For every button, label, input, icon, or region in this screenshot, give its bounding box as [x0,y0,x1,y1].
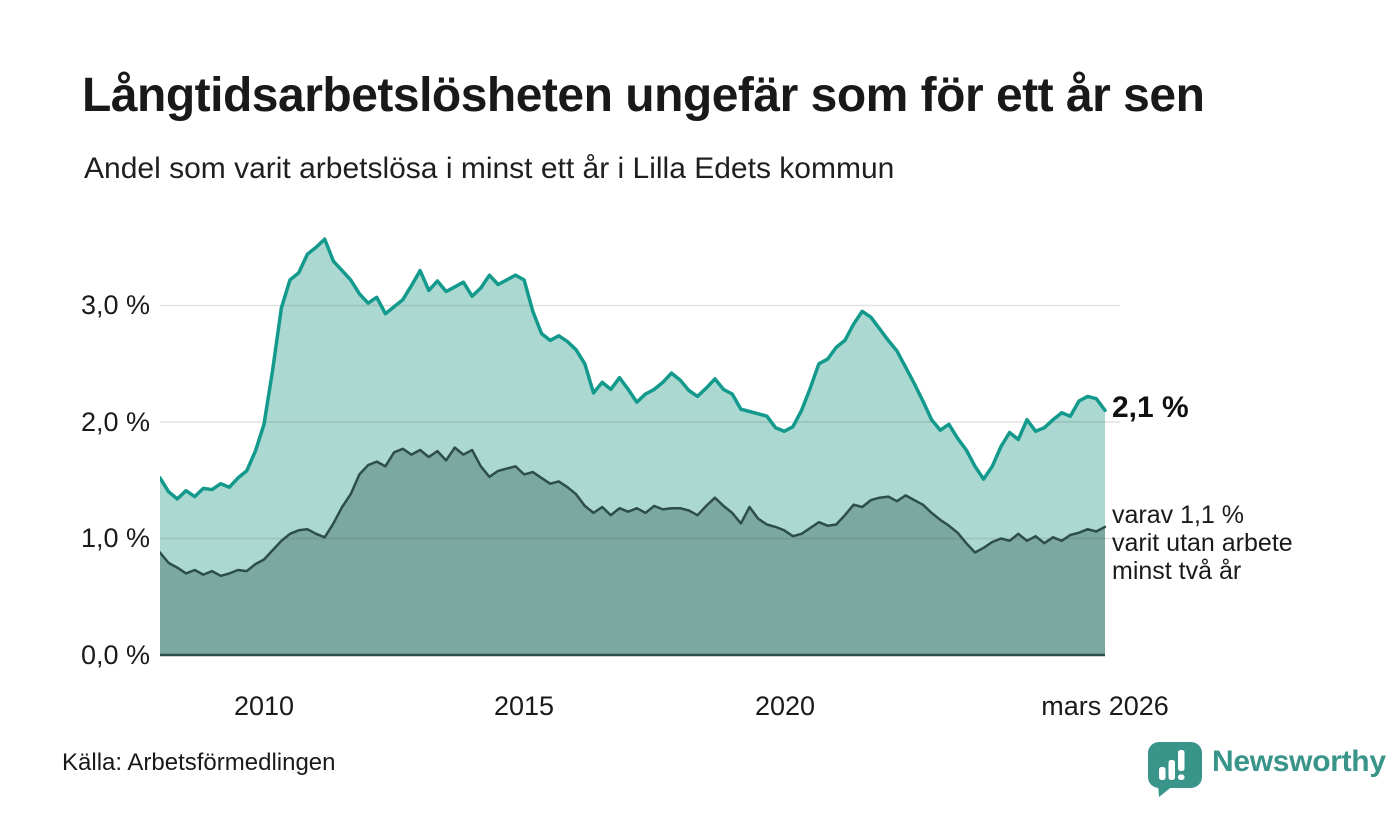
area-chart [160,237,1120,657]
gridlines [160,304,1120,540]
newsworthy-logo-text: Newsworthy [1212,745,1386,778]
bar-chart-glyph [1159,750,1185,780]
y-tick-3: 3,0 % [80,290,150,320]
two-year-label-line2: varit utan arbete [1112,529,1293,557]
y-tick-0: 0,0 % [80,640,150,670]
x-tick-2020: 2020 [754,691,816,721]
source-label: Källa: Arbetsförmedlingen [62,749,336,776]
page-title: Långtidsarbetslösheten ungefär som för e… [82,69,1205,122]
x-tick-mars-2026: mars 2026 [1041,691,1169,721]
newsworthy-logo-icon [1148,742,1202,797]
x-tick-2010: 2010 [233,691,295,721]
area-twoyears [160,447,1105,655]
two-year-label-line3: minst två år [1112,557,1242,585]
page-subtitle: Andel som varit arbetslösa i minst ett å… [84,152,895,185]
x-tick-2015: 2015 [493,691,555,721]
line-twoyears [160,446,1107,578]
y-tick-1: 1,0 % [80,523,150,553]
two-year-value-label: varav 1,1 % varit utan arbete minst två … [1112,501,1293,585]
y-tick-2: 2,0 % [80,407,150,437]
latest-value-label: 2,1 % [1112,391,1189,424]
line-total [160,237,1107,501]
two-year-label-line1: varav 1,1 % [1112,501,1245,529]
